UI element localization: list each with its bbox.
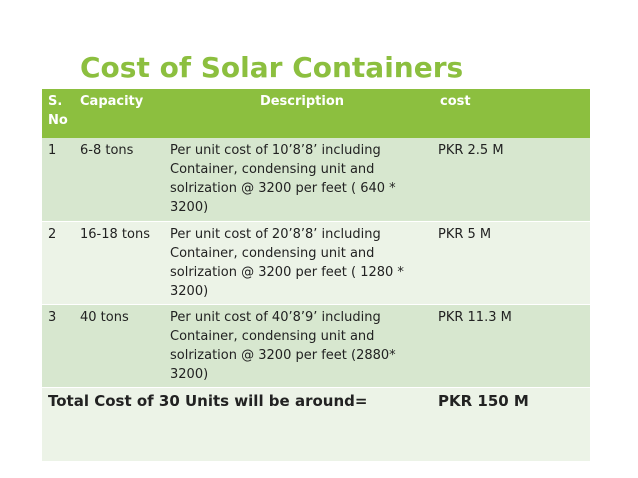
cell-cost: PKR 11.3 M [438, 309, 512, 325]
cell-description: Per unit cost of 10’8’8’ including Conta… [170, 143, 396, 215]
total-value: PKR 150 M [438, 391, 529, 410]
cell-description: Per unit cost of 20’8’8’ including Conta… [170, 226, 404, 299]
cell-description: Per unit cost of 40’8’9’ including Conta… [170, 309, 396, 382]
table-row: 1 6-8 tons Per unit cost of 10’8’8’ incl… [42, 138, 590, 221]
cell-sno: 3 [48, 309, 57, 325]
header-description: Description [259, 94, 345, 109]
total-label: Total Cost of 30 Units will be around= [48, 391, 368, 410]
table-row: 3 40 tons Per unit cost of 40’8’9’ inclu… [42, 304, 590, 387]
header-capacity: Capacity [80, 94, 144, 109]
header-cost: cost [440, 94, 471, 109]
cell-sno: 1 [48, 143, 57, 158]
table-header-row: S. No Capacity Description cost [42, 89, 590, 138]
cell-capacity: 40 tons [80, 309, 129, 325]
cell-capacity: 16-18 tons [80, 226, 150, 242]
header-sno: S. No [48, 94, 68, 128]
table-row: 2 16-18 tons Per unit cost of 20’8’8’ in… [42, 221, 590, 304]
slide-title: Cost of Solar Containers [80, 51, 464, 84]
cell-cost: PKR 2.5 M [438, 143, 504, 158]
cell-sno: 2 [48, 226, 57, 242]
cell-cost: PKR 5 M [438, 226, 492, 242]
cell-capacity: 6-8 tons [80, 143, 134, 158]
cost-table: S. No Capacity Description cost 1 6-8 to… [42, 89, 590, 461]
table-total-row: Total Cost of 30 Units will be around= P… [42, 387, 590, 461]
